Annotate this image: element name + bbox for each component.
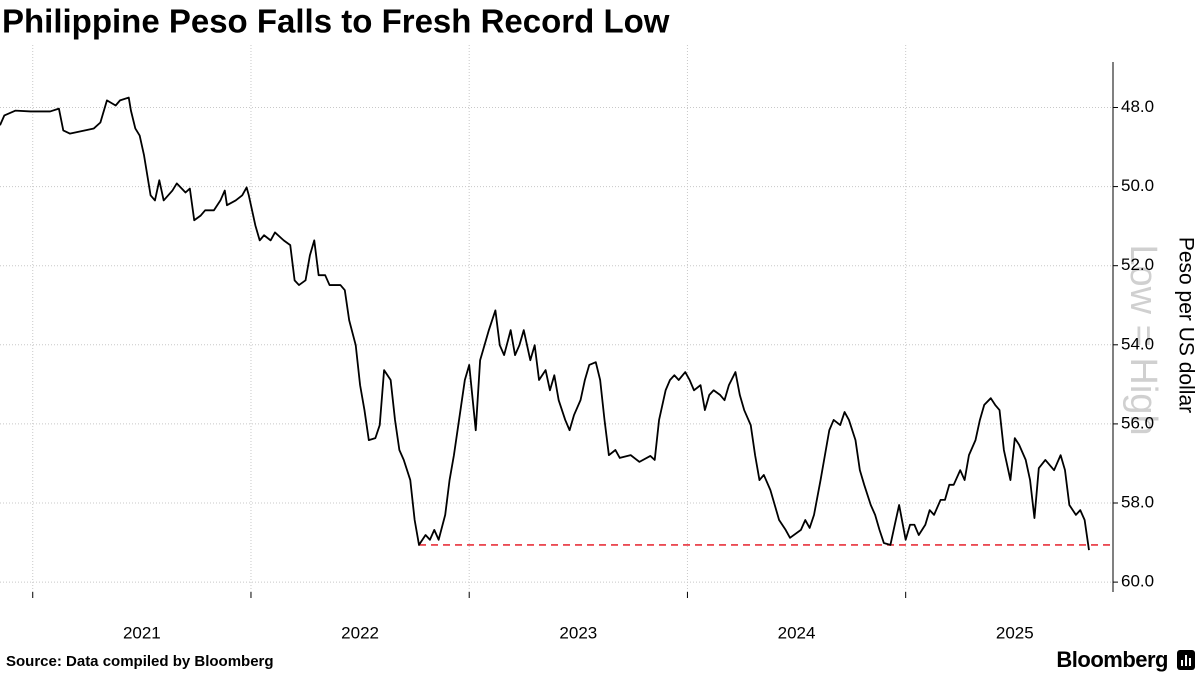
y-tick-label: 50.0 — [1121, 176, 1154, 195]
x-tick-label: 2022 — [341, 623, 379, 642]
y-tick-label: 56.0 — [1121, 413, 1154, 432]
y-tick-label: 54.0 — [1121, 334, 1154, 353]
line-series — [0, 96, 1090, 551]
y-tick-label: 60.0 — [1121, 572, 1154, 591]
brand: Bloomberg — [1056, 647, 1168, 672]
x-tick-label: 2025 — [996, 623, 1034, 642]
y-tick-label: 58.0 — [1121, 492, 1154, 511]
y-tick-label: 48.0 — [1121, 97, 1154, 116]
watermark: Low = High — [1122, 244, 1164, 435]
chart-title: Philippine Peso Falls to Fresh Record Lo… — [2, 3, 670, 40]
y-tick-label: 52.0 — [1121, 255, 1154, 274]
x-tick-label: 2021 — [123, 623, 161, 642]
x-tick-label: 2023 — [559, 623, 597, 642]
x-tick-label: 2024 — [778, 623, 816, 642]
y-axis-label: Peso per US dollar — [1174, 237, 1197, 413]
source: Source: Data compiled by Bloomberg — [6, 653, 274, 670]
brand-icon — [1177, 650, 1195, 670]
